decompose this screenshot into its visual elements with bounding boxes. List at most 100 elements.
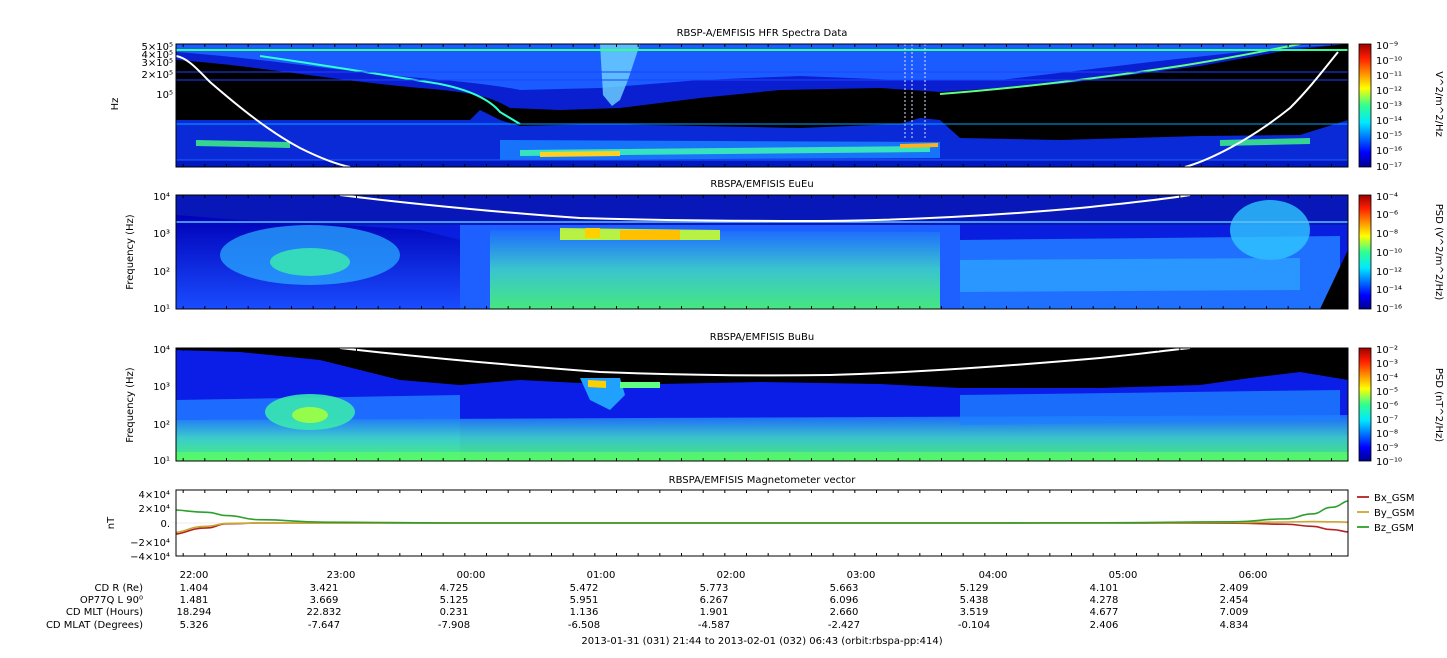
ephem-value: 5.472 xyxy=(570,583,599,594)
ephem-value: 2.409 xyxy=(1220,583,1249,594)
ephem-value: -6.508 xyxy=(568,620,600,631)
mag-panel: RBSPA/EMFISIS Magnetometer vector nT 4×1… xyxy=(106,475,1415,563)
ephem-value: 2.406 xyxy=(1090,620,1119,631)
mag-ytick: 2×10⁴ xyxy=(139,504,170,515)
ephem-value: 1.481 xyxy=(180,595,209,606)
ephem-value: 1.404 xyxy=(180,583,209,594)
bubu-colorbar xyxy=(1358,347,1372,462)
mag-legend: Bx_GSM By_GSM Bz_GSM xyxy=(1357,493,1415,534)
x-tick-label: 00:00 xyxy=(457,570,486,581)
eueu-cbar-tick: 10⁻¹⁶ xyxy=(1376,304,1402,315)
x-tick-label: 04:00 xyxy=(979,570,1008,581)
ephem-value: 22.832 xyxy=(307,607,342,618)
mag-ytick: 0. xyxy=(160,519,170,530)
ephem-value: -4.587 xyxy=(698,620,730,631)
bubu-panel: RBSPA/EMFISIS BuBu Frequency (Hz) 10⁴ 10… xyxy=(125,332,1444,468)
legend-label: Bx_GSM xyxy=(1374,493,1415,504)
mag-plot-area xyxy=(176,500,1348,535)
ephem-value: -7.908 xyxy=(438,620,470,631)
x-tick-label: 06:00 xyxy=(1239,570,1268,581)
hfr-ylabel: Hz xyxy=(110,98,121,111)
ephem-value: 5.773 xyxy=(700,583,729,594)
ephem-value: 1.901 xyxy=(700,607,729,618)
bubu-cbar-label: PSD (nT^2/Hz) xyxy=(1433,368,1444,442)
ephem-value: 5.663 xyxy=(830,583,859,594)
ephem-value: 5.326 xyxy=(180,620,209,631)
eueu-cbar-label: PSD (V^2/m^2/Hz) xyxy=(1433,204,1444,301)
hfr-cbar-tick: 10⁻¹¹ xyxy=(1376,71,1402,82)
eueu-ylabel: Frequency (Hz) xyxy=(125,214,136,290)
ephem-value: -0.104 xyxy=(958,620,990,631)
bubu-title: RBSPA/EMFISIS BuBu xyxy=(710,332,814,343)
eueu-title: RBSPA/EMFISIS EuEu xyxy=(710,179,813,190)
mag-ytick: 4×10⁴ xyxy=(139,490,170,501)
ephem-value: -7.647 xyxy=(308,620,340,631)
hfr-ytick: 5×10⁵ xyxy=(142,42,173,53)
hfr-spectrogram xyxy=(176,44,1348,167)
hfr-colorbar xyxy=(1358,43,1372,168)
mag-ytick: −4×10⁴ xyxy=(130,552,170,563)
eueu-ytick: 10⁴ xyxy=(153,192,170,203)
ephemeris-labels: CD R (Re) OP77Q L 90⁰ CD MLT (Hours) CD … xyxy=(46,583,143,631)
hfr-cbar-label: V^2/m^2/Hz xyxy=(1433,71,1444,137)
ephem-label: CD MLT (Hours) xyxy=(66,607,143,618)
ephem-value: 1.136 xyxy=(570,607,599,618)
bubu-cbar-tick: 10⁻⁷ xyxy=(1376,415,1398,426)
bubu-cbar-tick: 10⁻⁵ xyxy=(1376,387,1398,398)
legend-label: Bz_GSM xyxy=(1374,523,1414,534)
hfr-ytick: 2×10⁵ xyxy=(142,70,173,81)
ephem-value: 18.294 xyxy=(177,607,212,618)
bubu-cbar-tick: 10⁻¹⁰ xyxy=(1376,457,1402,468)
ephem-value: 5.129 xyxy=(960,583,989,594)
ephemeris-values: 1.404 3.421 4.725 5.472 5.773 5.663 5.129 4.101… xyxy=(177,583,1249,631)
eueu-colorbar xyxy=(1358,194,1372,310)
mag-title: RBSPA/EMFISIS Magnetometer vector xyxy=(669,475,857,486)
ephem-value: 4.725 xyxy=(440,583,469,594)
ephem-value: 4.677 xyxy=(1090,607,1119,618)
x-tick-label: 23:00 xyxy=(327,570,356,581)
eueu-cbar-tick: 10⁻⁸ xyxy=(1376,229,1398,240)
mag-ytick: −2×10⁴ xyxy=(130,538,170,549)
hfr-ytick: 4×10⁵ xyxy=(142,50,173,61)
ephem-value: 4.101 xyxy=(1090,583,1119,594)
bubu-cbar-tick: 10⁻⁸ xyxy=(1376,429,1398,440)
ephem-value: 3.669 xyxy=(310,595,339,606)
bubu-ytick: 10¹ xyxy=(153,456,170,467)
hfr-title: RBSP-A/EMFISIS HFR Spectra Data xyxy=(677,28,848,39)
bubu-cbar-tick: 10⁻⁴ xyxy=(1376,373,1398,384)
ephem-value: 5.951 xyxy=(570,595,599,606)
hfr-cbar-tick: 10⁻¹⁷ xyxy=(1376,162,1402,173)
eueu-ytick: 10² xyxy=(153,267,170,278)
ephem-label: CD R (Re) xyxy=(95,583,144,594)
eueu-ytick: 10¹ xyxy=(153,304,170,315)
eueu-cbar-tick: 10⁻¹⁰ xyxy=(1376,248,1402,259)
ephem-value: 4.278 xyxy=(1090,595,1119,606)
x-tick-label: 01:00 xyxy=(587,570,616,581)
x-tick-label: 03:00 xyxy=(847,570,876,581)
legend-label: By_GSM xyxy=(1374,508,1415,519)
mag-ylabel: nT xyxy=(106,516,117,529)
bubu-cbar-tick: 10⁻⁶ xyxy=(1376,401,1398,412)
hfr-colorbar-ticks: 10⁻⁹ 10⁻¹⁰ 10⁻¹¹ 10⁻¹² 10⁻¹³ 10⁻¹⁴ 10⁻¹⁵… xyxy=(1376,41,1402,173)
bubu-cbar-tick: 10⁻⁹ xyxy=(1376,443,1398,454)
hfr-cbar-tick: 10⁻¹² xyxy=(1376,86,1402,97)
x-tick-label: 05:00 xyxy=(1109,570,1138,581)
bubu-ytick: 10³ xyxy=(153,382,170,393)
eueu-cbar-tick: 10⁻¹⁴ xyxy=(1376,285,1402,296)
ephem-value: 4.834 xyxy=(1220,620,1249,631)
x-ticks xyxy=(182,44,1332,556)
hfr-cbar-tick: 10⁻¹⁰ xyxy=(1376,56,1402,67)
x-tick-label: 22:00 xyxy=(180,570,209,581)
ephem-value: -2.427 xyxy=(828,620,860,631)
bubu-ytick: 10⁴ xyxy=(153,345,170,356)
hfr-cbar-tick: 10⁻¹⁵ xyxy=(1376,131,1402,142)
bubu-cbar-tick: 10⁻² xyxy=(1376,345,1398,356)
eueu-cbar-tick: 10⁻⁶ xyxy=(1376,210,1398,221)
ephem-value: 3.519 xyxy=(960,607,989,618)
ephem-value: 7.009 xyxy=(1220,607,1249,618)
x-tick-labels: 22:00 23:00 00:00 01:00 02:00 03:00 04:0… xyxy=(180,570,1268,581)
series-line-bz_gsm xyxy=(176,500,1348,524)
bubu-spectrogram xyxy=(176,348,1348,461)
ephem-value: 3.421 xyxy=(310,583,339,594)
